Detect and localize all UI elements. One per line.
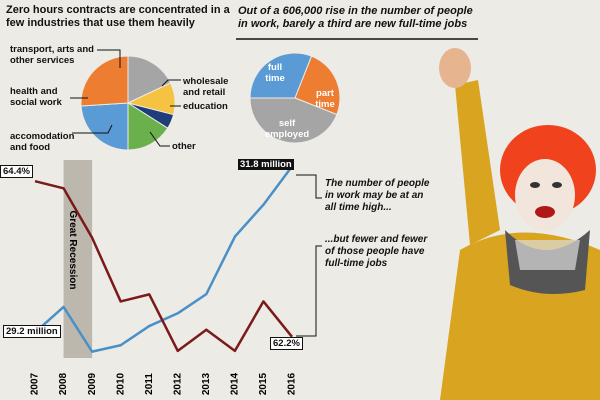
x-tick-label: 2011: [144, 373, 155, 395]
value-label: 29.2 million: [3, 325, 61, 338]
x-tick-label: 2016: [287, 372, 298, 395]
pie-slice: [294, 55, 341, 116]
value-label: 62.2%: [270, 337, 303, 350]
slice-label: education: [183, 101, 228, 112]
pie-slice: [127, 55, 172, 104]
x-tick-label: 2007: [30, 372, 41, 395]
x-tick-label: 2008: [58, 372, 69, 395]
pie-slice: [80, 102, 129, 151]
slice-label: self employed: [264, 118, 310, 140]
series-line: [34, 165, 294, 353]
pie-slice: [249, 52, 313, 99]
slice-label: health and social work: [10, 86, 62, 108]
slice-label: other: [172, 141, 196, 152]
pie-slice: [80, 55, 129, 107]
slice-label: part time: [315, 88, 335, 110]
x-tick-label: 2012: [172, 372, 183, 395]
x-tick-label: 2014: [230, 372, 241, 395]
annotation: ...but fewer and fewer of those people h…: [325, 234, 428, 269]
value-label: 31.8 million: [238, 159, 294, 170]
shade-band: [63, 160, 93, 358]
pie-slice: [127, 102, 169, 151]
pie-slice: [249, 97, 338, 144]
slice-label: accomodation and food: [10, 131, 75, 153]
pie2-title: Out of a 606,000 rise in the number of p…: [238, 5, 473, 30]
annotation: The number of people in work may be at a…: [325, 178, 430, 213]
value-label: 64.4%: [0, 165, 33, 178]
series-line: [34, 180, 293, 353]
slice-label: wholesale and retail: [183, 76, 229, 98]
slice-label: transport, arts and other services: [10, 44, 94, 66]
shade-label: Great Recession: [67, 211, 78, 290]
x-tick-label: 2009: [87, 372, 98, 395]
x-tick-label: 2013: [201, 372, 212, 395]
x-tick-label: 2010: [115, 372, 126, 395]
photo: [439, 48, 600, 400]
pie1-title: Zero hours contracts are concentrated in…: [6, 4, 230, 29]
x-tick-label: 2015: [258, 372, 269, 395]
slice-label: full time: [265, 62, 285, 84]
